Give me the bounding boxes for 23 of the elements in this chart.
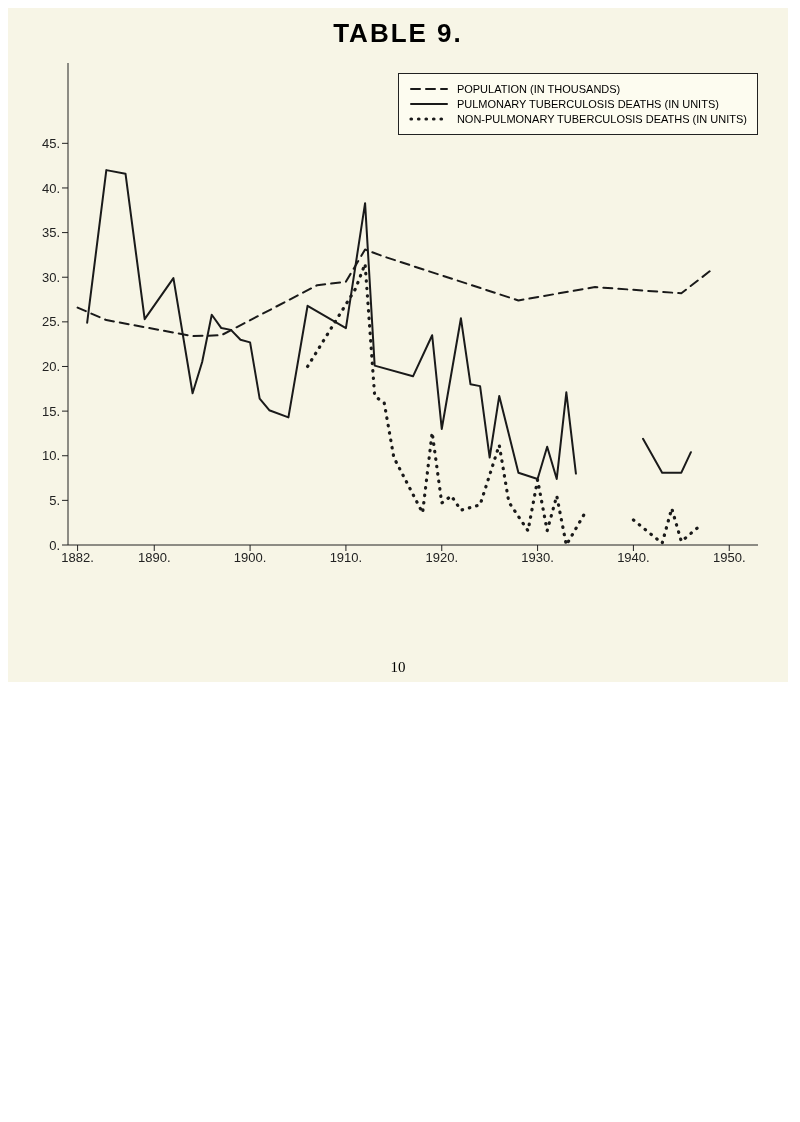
- text: 10: [389, 658, 407, 677]
- y-tick-label: 25.: [41, 314, 60, 330]
- x-tick-label: 1920.: [425, 550, 459, 566]
- x-tick-label: 1882.: [61, 550, 94, 566]
- y-tick-label: 30.: [41, 269, 60, 285]
- x-tick-label: 1910.: [329, 550, 363, 566]
- y-tick-label: 0.: [49, 537, 60, 553]
- legend-label: POPULATION (IN THOUSANDS): [456, 83, 621, 95]
- legend-label: NON-PULMONARY TUBERCULOSIS DEATHS (IN UNITS): [456, 113, 747, 125]
- y-tick-label: 40.: [41, 180, 60, 196]
- y-tick-label: 45.: [41, 135, 60, 151]
- legend-label: PULMONARY TUBERCULOSIS DEATHS (IN UNITS): [456, 98, 719, 110]
- x-tick-label: 1900.: [233, 550, 267, 566]
- y-tick-label: 35.: [41, 225, 60, 241]
- x-tick-label: 1930.: [521, 550, 554, 566]
- x-tick-label: 1940.: [617, 550, 650, 566]
- y-tick-label: 20.: [41, 359, 60, 375]
- x-tick-label: 1890.: [137, 550, 171, 566]
- y-tick-label: 10.: [41, 448, 60, 464]
- chart-title: TABLE 9.: [332, 17, 464, 50]
- y-tick-label: 5.: [49, 492, 60, 508]
- x-tick-label: 1950.: [712, 550, 746, 566]
- y-tick-label: 15.: [41, 403, 60, 419]
